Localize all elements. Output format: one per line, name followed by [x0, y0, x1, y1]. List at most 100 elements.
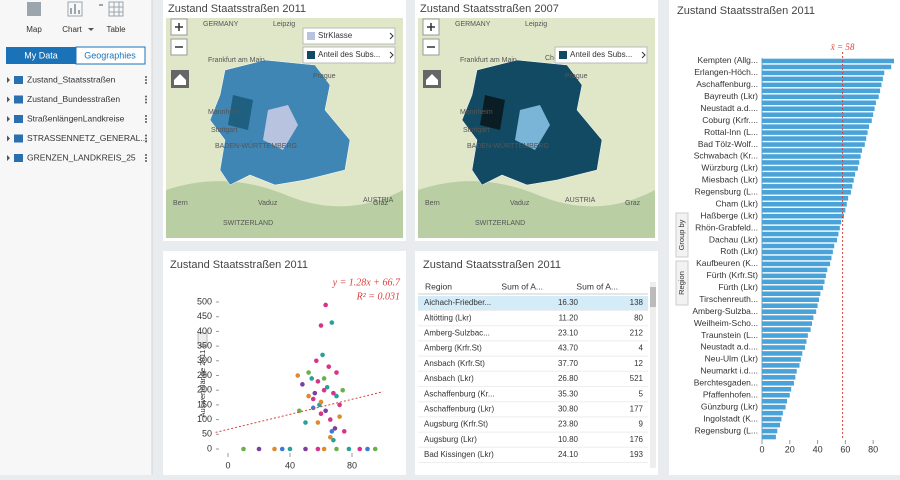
bar[interactable] [762, 398, 788, 404]
table-icon[interactable] [108, 1, 124, 17]
bar[interactable] [762, 321, 813, 326]
bar[interactable] [762, 82, 882, 88]
toolbar-label[interactable]: Map [26, 25, 42, 34]
table-cell[interactable]: Aschaffenburg (Kr... [424, 389, 495, 398]
tab-label[interactable]: My Data [24, 50, 58, 60]
bar[interactable] [762, 148, 863, 153]
table-cell[interactable]: Aichach-Friedber... [424, 298, 491, 307]
table-cell[interactable]: 30.80 [558, 405, 579, 414]
bar[interactable] [762, 130, 868, 135]
dataset-name[interactable]: Zustand_Bundesstraßen [27, 94, 120, 104]
bar[interactable] [762, 333, 808, 338]
bar[interactable] [762, 369, 797, 374]
side-tab-label[interactable]: Group by [677, 219, 686, 250]
bar[interactable] [762, 178, 854, 183]
side-tab[interactable] [675, 212, 689, 258]
bar[interactable] [762, 303, 818, 308]
bar[interactable] [762, 64, 892, 70]
legend-box[interactable] [302, 46, 396, 64]
scrollbar[interactable] [650, 282, 656, 468]
toolbar-label[interactable]: Chart [62, 25, 82, 34]
bar[interactable] [762, 315, 814, 320]
bar[interactable] [762, 357, 801, 362]
table-cell[interactable]: 26.80 [558, 374, 579, 383]
table-cell[interactable]: 35.30 [558, 389, 579, 398]
bar[interactable] [762, 392, 790, 398]
bar[interactable] [762, 434, 776, 440]
dataset-name[interactable]: Zustand_Staatsstraßen [27, 74, 116, 84]
legend-box[interactable] [554, 46, 648, 64]
table-cell[interactable]: 24.10 [558, 450, 579, 459]
bar[interactable] [762, 184, 853, 189]
bar[interactable] [762, 172, 856, 177]
map-icon[interactable] [27, 2, 41, 16]
table-cell[interactable]: Amberg (Krfr.St) [424, 344, 482, 353]
table-cell[interactable]: 11.20 [559, 313, 579, 322]
table-cell[interactable]: 193 [630, 450, 644, 459]
dataset-name[interactable]: GRENZEN_LANDKREIS_25 [27, 152, 136, 162]
bar[interactable] [762, 285, 824, 291]
bar[interactable] [762, 160, 860, 165]
bar[interactable] [762, 261, 831, 267]
bar[interactable] [762, 327, 811, 332]
tab-active[interactable] [6, 47, 76, 64]
table-cell[interactable]: 4 [639, 344, 644, 353]
bar[interactable] [762, 142, 865, 147]
table-cell[interactable]: 212 [630, 329, 644, 338]
legend-box[interactable] [302, 27, 396, 45]
table-cell[interactable]: Ansbach (Lkr) [424, 374, 474, 383]
table-cell[interactable]: Amberg-Sulzbac... [424, 329, 490, 338]
table-cell[interactable]: 521 [630, 374, 644, 383]
bar[interactable] [762, 351, 803, 356]
bar[interactable] [762, 243, 835, 249]
bar[interactable] [762, 428, 778, 434]
bar[interactable] [762, 76, 883, 82]
bar[interactable] [762, 273, 826, 279]
bar[interactable] [762, 381, 794, 386]
bar[interactable] [762, 297, 819, 303]
bar[interactable] [762, 112, 874, 117]
table-cell[interactable]: Augsburg (Krfr.St) [424, 420, 488, 429]
table-cell[interactable]: 9 [639, 420, 644, 429]
bar[interactable] [762, 118, 872, 123]
table-cell[interactable]: 177 [630, 405, 644, 414]
bar[interactable] [762, 279, 825, 285]
bar[interactable] [762, 219, 842, 225]
table-cell[interactable]: Augsburg (Lkr) [424, 435, 477, 444]
scroll-thumb[interactable] [650, 287, 656, 307]
table-cell[interactable]: 23.10 [558, 329, 579, 338]
dataset-name[interactable]: STRASSENNETZ_GENERAL... [27, 133, 147, 143]
table-cell[interactable]: 176 [630, 435, 644, 444]
bar[interactable] [762, 255, 832, 261]
bar[interactable] [762, 416, 782, 422]
bar[interactable] [762, 225, 840, 231]
bar[interactable] [762, 94, 879, 100]
table-cell[interactable]: 5 [639, 389, 644, 398]
bar[interactable] [762, 106, 875, 112]
dataset-name[interactable]: StraßenlängenLandkreise [27, 113, 125, 123]
chart-icon[interactable] [67, 1, 83, 17]
bar[interactable] [762, 309, 817, 314]
bar[interactable] [762, 70, 885, 76]
bar[interactable] [762, 386, 792, 392]
bar[interactable] [762, 291, 821, 297]
table-cell[interactable]: 43.70 [558, 344, 579, 353]
table-cell[interactable]: 37.70 [558, 359, 579, 368]
bar[interactable] [762, 375, 796, 380]
table-cell[interactable]: 10.80 [558, 435, 579, 444]
bar[interactable] [762, 404, 786, 410]
bar[interactable] [762, 190, 851, 195]
bar[interactable] [762, 166, 858, 171]
bar[interactable] [762, 345, 806, 350]
bar[interactable] [762, 201, 847, 207]
table-cell[interactable]: 138 [630, 298, 644, 307]
bar[interactable] [762, 207, 846, 213]
table-cell[interactable]: Aschaffenburg (Lkr) [424, 405, 494, 414]
bar[interactable] [762, 249, 833, 255]
bar[interactable] [762, 422, 781, 428]
bar[interactable] [762, 195, 849, 201]
bar[interactable] [762, 154, 861, 159]
bar[interactable] [762, 237, 838, 243]
table-cell[interactable]: Altötting (Lkr) [424, 313, 472, 322]
bar[interactable] [762, 88, 881, 94]
